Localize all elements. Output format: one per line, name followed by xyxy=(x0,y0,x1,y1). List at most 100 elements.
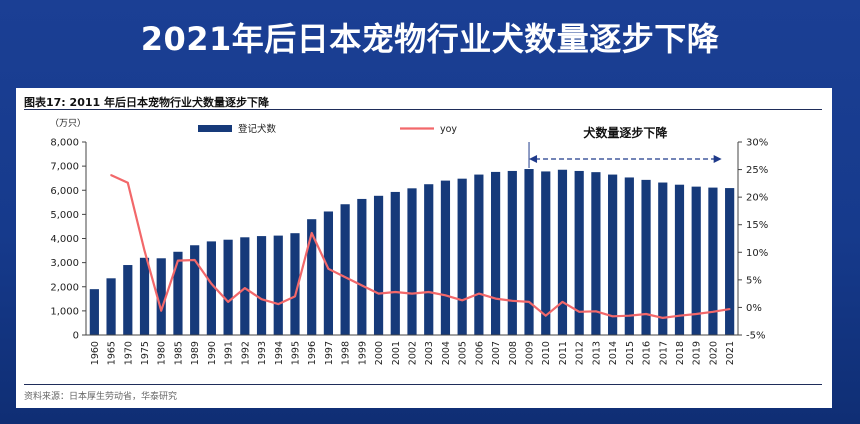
yoy-point-2010 xyxy=(544,314,547,317)
yoy-point-1996 xyxy=(310,232,313,234)
bar-1993 xyxy=(256,236,267,335)
yoy-point-1999 xyxy=(360,284,363,287)
x-tick-label: 2005 xyxy=(458,341,469,365)
slide-title: 2021年后日本宠物行业犬数量逐步下降 xyxy=(140,20,720,58)
bar-2004 xyxy=(440,180,451,335)
x-tick-label: 1997 xyxy=(324,341,335,365)
yoy-point-1994 xyxy=(277,303,280,306)
yoy-line xyxy=(110,174,730,319)
yoy-point-1970 xyxy=(126,181,129,184)
bar-2001 xyxy=(390,191,400,335)
bar-1996 xyxy=(307,219,317,335)
right-tick-label: 30% xyxy=(746,138,768,149)
x-tick-label: 2007 xyxy=(491,341,502,365)
bar-2015 xyxy=(624,177,634,335)
legend-swatch-bars xyxy=(198,125,232,132)
yoy-point-2008 xyxy=(511,299,514,302)
right-tick-label: 20% xyxy=(746,193,768,204)
annotation-label: 犬数量逐步下降 xyxy=(583,125,668,140)
bar-1970 xyxy=(123,265,133,335)
right-tick-label: 0% xyxy=(746,303,762,314)
x-tick-label: 2018 xyxy=(675,341,686,365)
x-tick-label: 2011 xyxy=(558,341,569,365)
left-tick-label: 4,000 xyxy=(50,234,79,245)
bar-2000 xyxy=(373,195,384,335)
x-tick-label: 2003 xyxy=(424,341,435,365)
chart-panel: 图表17: 2011 年后日本宠物行业犬数量逐步下降 0 1,000 2,000 3,… xyxy=(16,88,832,408)
yoy-point-1995 xyxy=(294,295,296,298)
yoy-point-2002 xyxy=(411,292,413,295)
x-tick-label: 1965 xyxy=(107,341,118,365)
left-tick-label: 6,000 xyxy=(50,186,79,197)
bar-2017 xyxy=(658,182,668,335)
figure-caption: 图表17: 2011 年后日本宠物行业犬数量逐步下降 xyxy=(24,96,269,109)
bar-2016 xyxy=(641,179,651,335)
x-tick-label: 2001 xyxy=(391,341,402,365)
bar-1960 xyxy=(89,289,99,335)
yoy-point-2003 xyxy=(427,291,430,293)
bar-2013 xyxy=(591,172,601,335)
left-tick-label: 8,000 xyxy=(50,138,79,149)
yoy-point-2007 xyxy=(494,297,497,300)
yoy-point-2006 xyxy=(477,292,480,295)
left-tick-label: 5,000 xyxy=(50,210,79,221)
bar-2009 xyxy=(524,169,534,335)
bar-1995 xyxy=(290,233,300,335)
left-tick-label: 3,000 xyxy=(50,258,79,269)
annotation: 犬数量逐步下降 xyxy=(528,125,722,168)
yoy-point-2016 xyxy=(645,313,647,315)
bar-1992 xyxy=(240,237,250,335)
x-tick-label: 2004 xyxy=(441,341,452,365)
line-series xyxy=(110,174,731,319)
right-tick-label: 15% xyxy=(746,220,768,231)
bar-1965 xyxy=(106,278,116,335)
yoy-point-2019 xyxy=(695,313,698,315)
yoy-point-2017 xyxy=(661,317,664,319)
bar-2006 xyxy=(474,174,484,335)
annotation-arrow-left-head xyxy=(529,155,538,163)
x-tick-label: 1992 xyxy=(240,341,251,365)
dog-count-chart: 0 1,000 2,000 3,000 4,000 5,000 6,000 7,000 8,00… xyxy=(50,118,768,365)
left-tick-label: 7,000 xyxy=(50,162,79,173)
bar-2003 xyxy=(424,184,434,335)
yoy-point-2011 xyxy=(561,301,564,303)
bar-2021 xyxy=(725,188,735,335)
x-tick-label: 1970 xyxy=(123,341,134,365)
x-tick-label: 2012 xyxy=(575,341,586,365)
yoy-point-1965 xyxy=(110,174,112,176)
caption-rule xyxy=(24,109,822,110)
legend: 登记犬数 yoy xyxy=(198,123,457,135)
x-tick-label: 2000 xyxy=(374,341,385,365)
x-tick-label: 2010 xyxy=(541,341,552,365)
left-tick-label: 2,000 xyxy=(50,282,79,293)
x-tick-label: 2008 xyxy=(508,341,519,365)
x-tick-label: 2021 xyxy=(725,341,736,365)
yoy-point-2001 xyxy=(394,291,397,293)
x-tick-label: 2013 xyxy=(591,341,602,365)
x-tick-label: 1980 xyxy=(157,341,168,365)
yoy-point-2018 xyxy=(678,314,681,317)
x-tick-label: 1993 xyxy=(257,341,268,365)
bar-2007 xyxy=(490,171,501,335)
x-tick-label: 1960 xyxy=(90,341,101,365)
bar-1998 xyxy=(340,204,350,335)
x-tick-label: 2014 xyxy=(608,341,619,365)
bar-2010 xyxy=(541,171,551,335)
x-tick-label: 2019 xyxy=(692,341,703,365)
right-tick-label: -5% xyxy=(746,331,765,342)
yoy-point-1992 xyxy=(243,287,246,290)
yoy-point-1993 xyxy=(260,298,263,301)
left-axis: 0 1,000 2,000 3,000 4,000 5,000 6,000 7,000 8,00… xyxy=(50,118,87,342)
bar-1999 xyxy=(357,198,367,335)
x-tick-label: 1994 xyxy=(274,341,285,365)
bar-1997 xyxy=(323,211,334,335)
bar-2012 xyxy=(574,170,584,335)
source-note: 资料来源：日本厚生劳动省，华泰研究 xyxy=(24,392,178,402)
right-tick-label: 5% xyxy=(746,275,762,286)
x-tick-label: 1995 xyxy=(290,341,301,365)
x-tick-label: 1999 xyxy=(357,341,368,365)
bar-2014 xyxy=(608,174,618,335)
x-tick-label: 2016 xyxy=(642,341,653,365)
left-tick-label: 0 xyxy=(73,331,79,342)
bar-series xyxy=(89,169,735,335)
